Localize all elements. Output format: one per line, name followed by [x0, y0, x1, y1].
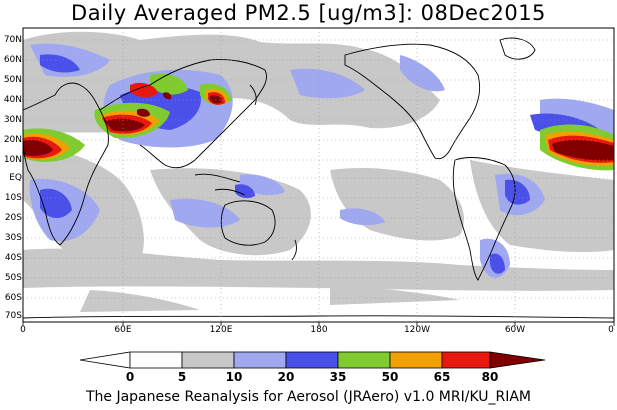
colorbar-segment-1 [129, 351, 183, 369]
colorbar-label-80: 80 [481, 370, 499, 384]
lat-label-70s: 70S [4, 311, 22, 321]
lat-label-60s: 60S [4, 293, 22, 303]
lon-label-60w: 60W [504, 325, 526, 335]
lat-label-30n: 30N [3, 115, 22, 125]
axis-ticks [22, 322, 615, 326]
colorbar [79, 351, 546, 369]
lon-label-0-east: 0 [608, 325, 614, 335]
lon-label-120e: 120E [209, 325, 233, 335]
colorbar-segment-4 [285, 351, 339, 369]
colorbar-segment-3 [233, 351, 287, 369]
colorbar-label-35: 35 [329, 370, 347, 384]
grid-lines [23, 28, 614, 322]
lat-label-70n: 70N [3, 35, 22, 45]
lat-label-40s: 40S [4, 253, 22, 263]
colorbar-segment-0 [79, 351, 131, 369]
lat-label-60n: 60N [3, 55, 22, 65]
colorbar-label-20: 20 [277, 370, 295, 384]
footer-caption: The Japanese Reanalysis for Aerosol (JRA… [85, 389, 532, 405]
colorbar-segment-8 [489, 351, 546, 369]
pm25-field [23, 28, 614, 322]
colorbar-label-10: 10 [225, 370, 243, 384]
map-title: Daily Averaged PM2.5 [ug/m3]: 08Dec2015 [71, 1, 546, 25]
colorbar-label-5: 5 [177, 370, 187, 384]
lon-label-120w: 120W [403, 325, 431, 335]
colorbar-label-50: 50 [381, 370, 399, 384]
lat-label-eq: EQ [9, 173, 22, 183]
colorbar-segment-2 [181, 351, 235, 369]
colorbar-label-65: 65 [433, 370, 451, 384]
lat-label-10n: 10N [3, 155, 22, 165]
pm25-level-80-plus [23, 92, 614, 161]
lon-label-0-west: 0 [20, 325, 26, 335]
lat-label-10s: 10S [4, 193, 22, 203]
lat-label-20s: 20S [4, 213, 22, 223]
lat-label-30s: 30S [4, 233, 22, 243]
lat-label-50s: 50S [4, 273, 22, 283]
map-frame [22, 27, 615, 323]
colorbar-segment-7 [441, 351, 491, 369]
lon-label-180: 180 [310, 325, 328, 335]
lon-label-60e: 60E [114, 325, 132, 335]
lat-label-40n: 40N [3, 95, 22, 105]
colorbar-segment-6 [389, 351, 443, 369]
colorbar-segment-5 [337, 351, 391, 369]
colorbar-label-0: 0 [125, 370, 135, 384]
lat-label-20n: 20N [3, 135, 22, 145]
lat-label-50n: 50N [3, 75, 22, 85]
